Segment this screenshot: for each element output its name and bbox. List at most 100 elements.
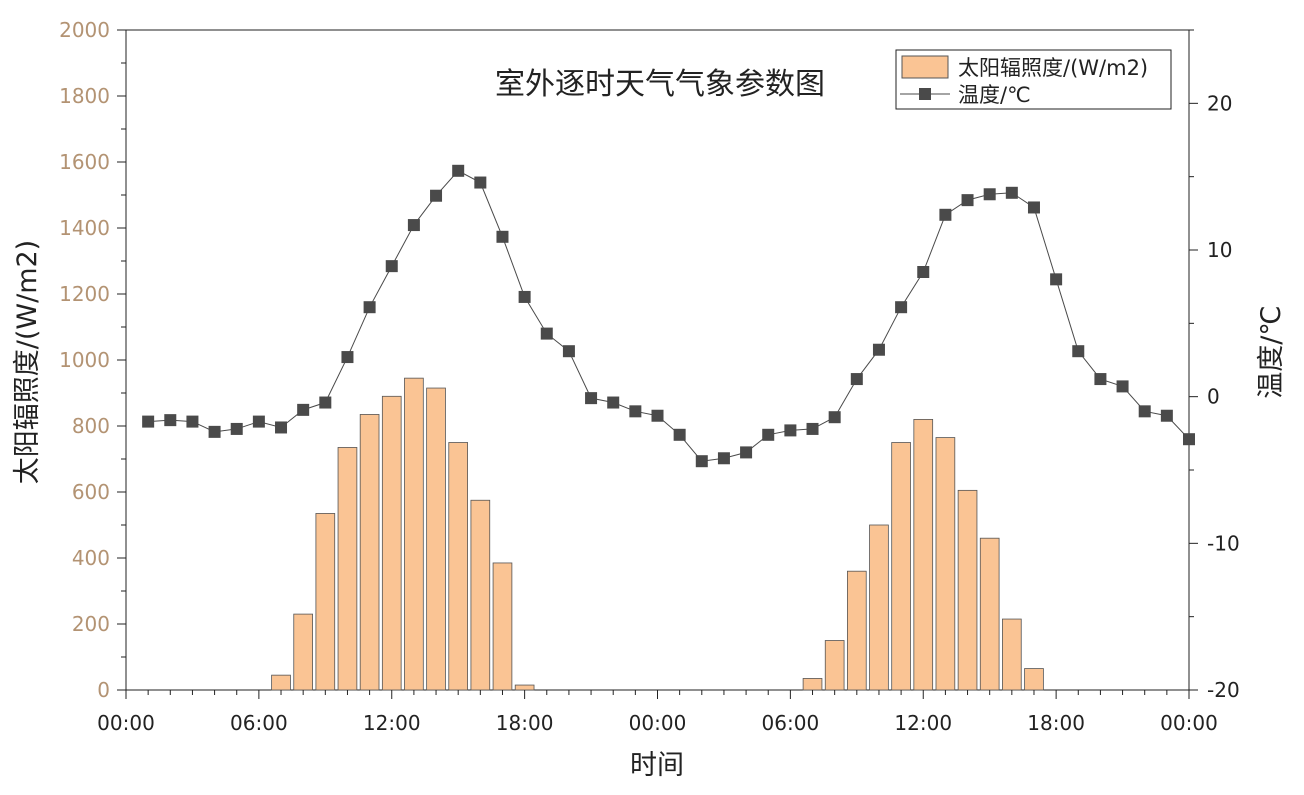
- left-tick-label: 1600: [59, 150, 110, 174]
- right-tick-label: 0: [1207, 385, 1220, 409]
- irradiance-bar: [891, 442, 911, 691]
- chart-title: 室外逐时天气气象参数图: [495, 67, 825, 102]
- plot-border: [125, 29, 1190, 691]
- irradiance-bar: [869, 524, 889, 691]
- temperature-point: [540, 327, 553, 340]
- temperature-point: [1027, 201, 1040, 214]
- irradiance-bar: [271, 674, 291, 691]
- irradiance-bar: [1002, 618, 1022, 691]
- temperature-point: [1138, 405, 1151, 418]
- temperature-point: [651, 409, 664, 422]
- right-tick-label: 20: [1207, 91, 1232, 115]
- x-axis: 00:00 06:00 12:00 18:00 00:00 06:00 12:00 18:00…: [97, 690, 1218, 735]
- temperature-point: [585, 392, 598, 405]
- temperature-point: [164, 414, 177, 427]
- temperature-point: [562, 345, 575, 358]
- temperature-point: [1072, 345, 1085, 358]
- irradiance-bar: [293, 613, 313, 691]
- temperature-point: [695, 455, 708, 468]
- right-tick-label: -20: [1207, 678, 1240, 702]
- temperature-point: [961, 194, 974, 207]
- temperature-point: [607, 396, 620, 409]
- temperature-point: [142, 415, 155, 428]
- temperature-point: [297, 403, 310, 416]
- irradiance-bar: [514, 684, 535, 691]
- left-tick-label: 1200: [59, 282, 110, 306]
- temperature-point: [319, 396, 332, 409]
- left-tick-label: 800: [72, 414, 110, 438]
- temperature-point: [917, 266, 930, 278]
- temperature-point: [341, 351, 354, 364]
- temperature-point: [518, 290, 531, 303]
- x-tick-label: 00:00: [629, 711, 687, 735]
- irradiance-bar: [404, 377, 424, 691]
- temperature-point: [1160, 409, 1173, 422]
- left-tick-label: 1000: [59, 348, 110, 372]
- temperature-point: [895, 301, 908, 314]
- temperature-point: [673, 428, 686, 441]
- right-tick-label: -10: [1207, 531, 1240, 555]
- temperature-point: [474, 176, 487, 189]
- irradiance-bar: [337, 447, 358, 691]
- temperature-point: [230, 422, 243, 435]
- temperature-point: [430, 189, 443, 202]
- irradiance-bar: [381, 395, 402, 691]
- x-tick-label: 06:00: [762, 711, 820, 735]
- left-tick-label: 600: [72, 480, 110, 504]
- temperature-point: [275, 421, 288, 434]
- legend-box: [895, 49, 1172, 110]
- x-tick-label: 12:00: [363, 711, 421, 735]
- left-tick-label: 0: [97, 678, 110, 702]
- irradiance-bar: [935, 437, 956, 691]
- temperature-point: [407, 219, 420, 232]
- temperature-point: [1050, 273, 1063, 286]
- temperature-point: [939, 208, 952, 221]
- x-axis-title: 时间: [630, 750, 684, 781]
- legend: 太阳辐照度/(W/m2) 温度/℃: [895, 49, 1172, 110]
- temperature-point: [828, 411, 841, 424]
- right-y-axis: -20 -10 0 10 20: [1189, 29, 1240, 702]
- irradiance-bar: [957, 489, 978, 691]
- left-tick-label: 200: [72, 612, 110, 636]
- temperature-point: [1094, 373, 1107, 386]
- temperature-point: [983, 188, 996, 201]
- irradiance-bar: [359, 414, 380, 691]
- temperature-point: [806, 422, 819, 435]
- temperature-point: [872, 343, 885, 356]
- x-tick-label: 18:00: [496, 711, 554, 735]
- temperature-point: [784, 424, 797, 437]
- left-tick-label: 400: [72, 546, 110, 570]
- x-tick-label: 00:00: [97, 711, 155, 735]
- irradiance-bar: [979, 537, 1000, 691]
- temperature-point: [363, 301, 376, 314]
- left-tick-label: 2000: [59, 18, 110, 42]
- temperature-point: [252, 415, 265, 428]
- left-tick-label: 1400: [59, 216, 110, 240]
- temperature-line-group: [142, 164, 1195, 468]
- irradiance-bar: [913, 418, 934, 691]
- temperature-point: [629, 405, 642, 418]
- temperature-point: [385, 260, 398, 273]
- irradiance-bar: [448, 442, 468, 691]
- irradiance-bar: [802, 678, 823, 691]
- irradiance-bar: [470, 499, 491, 691]
- irradiance-bars: [271, 377, 1044, 691]
- legend-label-irradiance: 太阳辐照度/(W/m2): [958, 56, 1148, 80]
- temperature-point: [496, 230, 509, 243]
- irradiance-bar: [847, 570, 867, 691]
- temperature-point: [740, 446, 753, 459]
- temperature-line: [148, 170, 1190, 462]
- irradiance-bar: [315, 513, 336, 691]
- legend-bar-swatch: [901, 55, 949, 79]
- temperature-point: [850, 373, 863, 386]
- legend-label-temperature: 温度/℃: [958, 83, 1031, 107]
- temperature-point: [208, 425, 221, 438]
- temperature-point: [186, 415, 199, 428]
- x-tick-label: 18:00: [1027, 711, 1085, 735]
- irradiance-bar: [426, 387, 446, 691]
- left-tick-label: 1800: [59, 84, 110, 108]
- irradiance-bar: [824, 640, 845, 691]
- irradiance-bar: [492, 562, 513, 691]
- temperature-point: [1005, 186, 1018, 199]
